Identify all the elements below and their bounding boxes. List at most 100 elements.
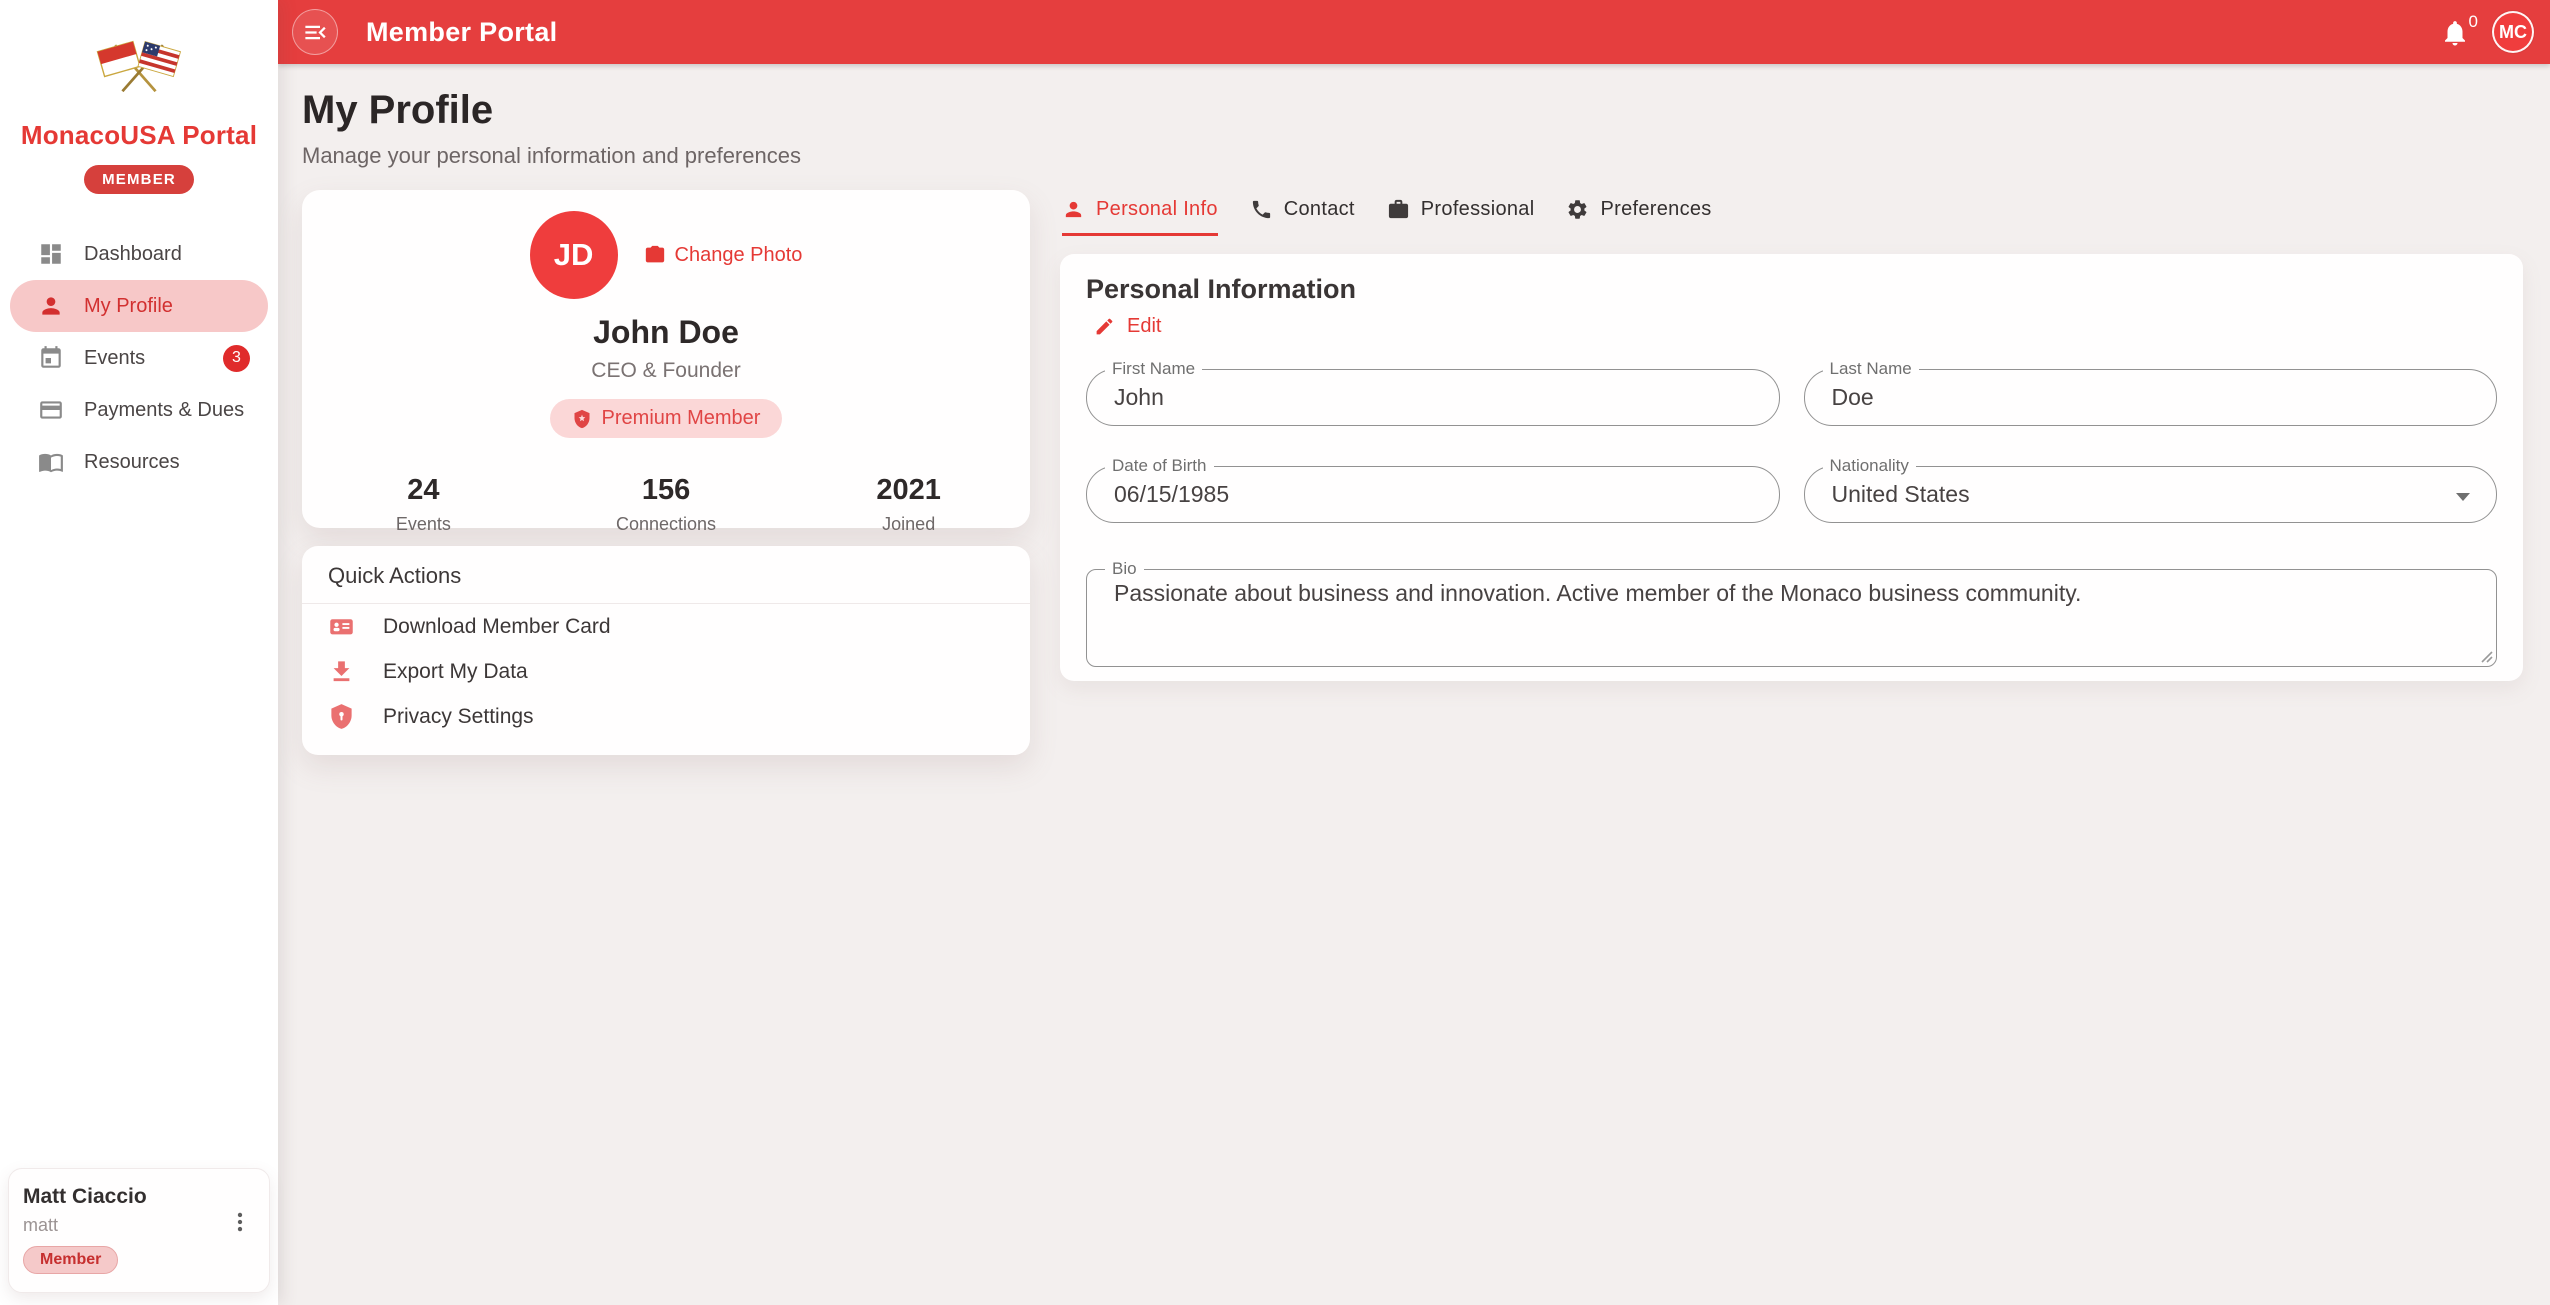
quick-actions-title: Quick Actions: [302, 546, 1030, 604]
tab-preferences[interactable]: Preferences: [1566, 198, 1711, 236]
privacy-shield-icon: [331, 704, 352, 729]
brand-name: MonacoUSA Portal: [20, 120, 258, 150]
sidebar-item-label: Resources: [84, 450, 180, 473]
sidebar-item-dashboard[interactable]: Dashboard: [10, 228, 268, 280]
privacy-settings-button[interactable]: Privacy Settings: [302, 694, 1030, 739]
sidebar-item-label: My Profile: [84, 294, 173, 317]
premium-member-badge: Premium Member: [549, 399, 783, 438]
quick-actions-card: Quick Actions Download Member Card: [302, 546, 1030, 755]
stat-value: 2021: [876, 474, 941, 506]
phone-icon: [1252, 200, 1270, 219]
person-icon: [38, 293, 64, 319]
user-overflow-menu-icon[interactable]: [227, 1209, 253, 1235]
personal-info-form: First Name Last Name Date of Birth Natio…: [1086, 359, 2497, 667]
stat-value: 156: [641, 474, 691, 506]
user-role-badge: Member: [23, 1246, 119, 1274]
camera-icon: [645, 245, 664, 263]
quick-action-label: Download Member Card: [383, 614, 611, 638]
topbar: Member Portal 0 MC: [278, 0, 2550, 64]
person-icon: [1065, 201, 1082, 218]
menu-toggle-button[interactable]: [292, 9, 338, 55]
first-name-field: First Name: [1086, 359, 1780, 426]
date-of-birth-field: Date of Birth: [1086, 456, 1780, 523]
sidebar-nav: Dashboard My Profile Events 3 Payments &…: [0, 228, 278, 488]
dropdown-arrow-icon[interactable]: [2456, 493, 2470, 501]
sidebar: MonacoUSA Portal MEMBER Dashboard My Pro…: [0, 0, 278, 1305]
bio-field: Bio: [1086, 559, 2497, 667]
last-name-input[interactable]: [1831, 370, 2453, 425]
nationality-select[interactable]: [1831, 467, 2453, 522]
dashboard-icon: [38, 241, 64, 267]
change-photo-label: Change Photo: [674, 243, 803, 266]
stat-label: Connections: [615, 514, 717, 534]
crossed-flags-logo-icon: [96, 40, 182, 93]
book-icon: [38, 449, 64, 475]
stat-connections: 156 Connections: [545, 474, 788, 535]
calendar-icon: [38, 345, 64, 371]
download-member-card-button[interactable]: Download Member Card: [302, 604, 1030, 649]
brand-member-badge: MEMBER: [84, 165, 194, 194]
tab-contact[interactable]: Contact: [1250, 198, 1355, 236]
nationality-field: Nationality: [1803, 456, 2497, 523]
edit-label: Edit: [1127, 315, 1162, 337]
member-role: CEO & Founder: [591, 359, 741, 382]
tab-professional[interactable]: Professional: [1387, 198, 1535, 236]
resize-grip-icon[interactable]: [2479, 649, 2493, 663]
edit-button[interactable]: Edit: [1094, 315, 1161, 338]
personal-information-panel: Personal Information Edit First Name Las…: [1060, 254, 2523, 681]
events-count-badge: 3: [223, 344, 250, 372]
sidebar-item-my-profile[interactable]: My Profile: [10, 280, 268, 332]
premium-member-label: Premium Member: [601, 407, 761, 429]
section-title: Personal Information: [1086, 274, 1357, 304]
quick-action-label: Privacy Settings: [383, 704, 534, 728]
profile-summary-card: JD Change Photo John Doe CEO & Founder: [302, 190, 1030, 534]
stat-value: 24: [407, 474, 440, 506]
notifications-button[interactable]: 0: [2438, 10, 2478, 54]
sidebar-item-resources[interactable]: Resources: [10, 436, 268, 488]
tab-personal-info[interactable]: Personal Info: [1062, 198, 1218, 236]
profile-stats: 24 Events 156 Connections 2021 Joined: [302, 474, 1030, 535]
sidebar-item-label: Dashboard: [84, 242, 182, 265]
field-label: Bio: [1105, 559, 1144, 579]
tab-label: Professional: [1420, 198, 1535, 220]
credit-card-icon: [38, 397, 64, 423]
stat-label: Joined: [882, 514, 936, 534]
gear-icon: [1569, 200, 1587, 219]
date-of-birth-input[interactable]: [1114, 467, 1736, 522]
stat-joined: 2021 Joined: [787, 474, 1030, 535]
member-card-icon: [330, 619, 353, 635]
details-column: Personal Info Contact Professional Prefe…: [1060, 190, 2523, 681]
page-title: My Profile: [302, 88, 494, 132]
sidebar-item-payments-dues[interactable]: Payments & Dues: [10, 384, 268, 436]
shield-star-icon: [574, 409, 590, 428]
profile-avatar: JD: [529, 211, 618, 299]
app-title: Member Portal: [366, 16, 558, 47]
bio-textarea[interactable]: [1114, 578, 2473, 638]
profile-tabs: Personal Info Contact Professional Prefe…: [1060, 198, 2523, 236]
stat-events: 24 Events: [302, 474, 545, 535]
sidebar-item-label: Payments & Dues: [84, 398, 245, 421]
download-icon: [333, 661, 350, 682]
member-name: John Doe: [593, 314, 739, 350]
topbar-actions: 0 MC: [2438, 10, 2534, 54]
profile-column: JD Change Photo John Doe CEO & Founder: [302, 190, 1030, 755]
stat-label: Events: [395, 514, 451, 534]
notification-count: 0: [2468, 12, 2478, 31]
quick-action-label: Export My Data: [383, 659, 528, 683]
export-my-data-button[interactable]: Export My Data: [302, 649, 1030, 694]
brand: MonacoUSA Portal MEMBER: [0, 0, 278, 194]
last-name-field: Last Name: [1803, 359, 2497, 426]
tab-label: Contact: [1283, 198, 1355, 220]
sidebar-spacer: [0, 488, 278, 1168]
tab-label: Personal Info: [1096, 198, 1218, 220]
page-subtitle: Manage your personal information and pre…: [302, 143, 801, 168]
first-name-input[interactable]: [1114, 370, 1736, 425]
change-photo-button[interactable]: Change Photo: [644, 243, 803, 267]
user-avatar[interactable]: MC: [2492, 11, 2534, 53]
sidebar-user-card: Matt Ciaccio matt Member: [8, 1168, 270, 1293]
tab-label: Preferences: [1600, 198, 1712, 220]
briefcase-icon: [1388, 199, 1408, 219]
main-content: My Profile Manage your personal informat…: [278, 64, 2550, 1305]
user-name: Matt Ciaccio: [23, 1185, 147, 1208]
sidebar-item-events[interactable]: Events 3: [10, 332, 268, 384]
